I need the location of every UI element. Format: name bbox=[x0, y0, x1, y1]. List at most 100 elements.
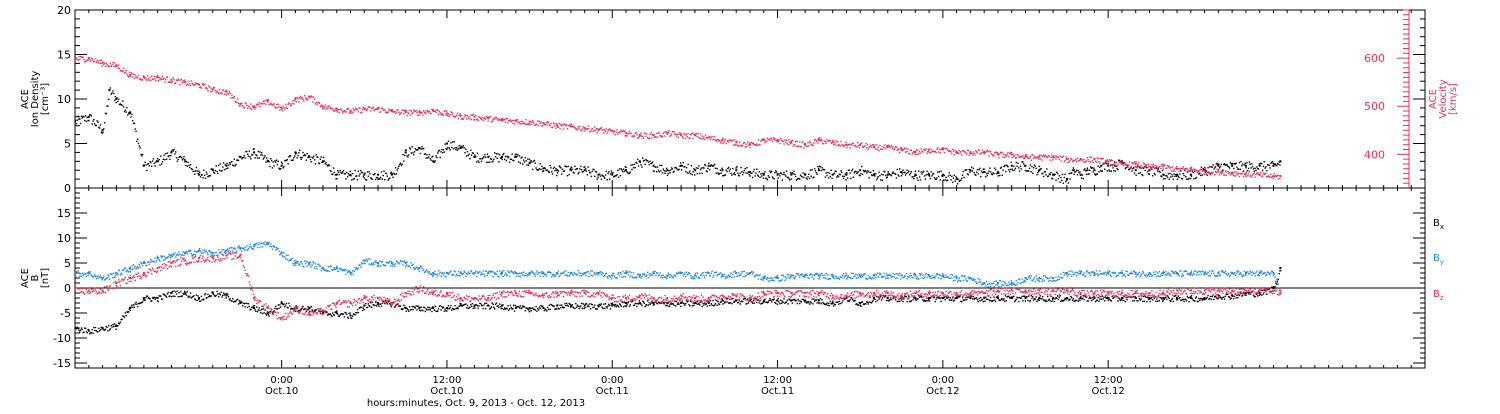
density-point bbox=[705, 165, 706, 166]
velocity-point bbox=[514, 123, 515, 124]
density-point bbox=[956, 177, 957, 178]
x-tick-label-time: 0:00 bbox=[270, 375, 292, 386]
density-point bbox=[879, 175, 880, 176]
velocity-point bbox=[764, 142, 765, 143]
density-point bbox=[244, 157, 245, 158]
density-point bbox=[364, 172, 365, 173]
bx-point bbox=[530, 310, 531, 311]
velocity-point bbox=[1088, 159, 1089, 160]
velocity-point bbox=[161, 79, 162, 80]
bx-point bbox=[198, 299, 199, 300]
density-point bbox=[310, 159, 311, 160]
bx-point bbox=[242, 305, 243, 306]
bx-point bbox=[584, 305, 586, 307]
bx-point bbox=[409, 306, 410, 307]
density-point bbox=[379, 179, 380, 180]
bx-point bbox=[977, 299, 978, 300]
velocity-point bbox=[950, 151, 951, 152]
bx-point bbox=[255, 311, 256, 312]
velocity-point bbox=[926, 148, 927, 149]
bx-point bbox=[882, 297, 883, 298]
density-point bbox=[912, 176, 913, 177]
density-point bbox=[1015, 168, 1016, 169]
density-point bbox=[778, 173, 779, 174]
density-point bbox=[759, 171, 760, 172]
density-point bbox=[1002, 174, 1003, 175]
velocity-point bbox=[228, 93, 229, 94]
density-point bbox=[131, 114, 132, 115]
velocity-point bbox=[303, 100, 304, 101]
density-point bbox=[1264, 167, 1265, 168]
density-point bbox=[1178, 175, 1179, 176]
bx-point bbox=[92, 329, 93, 330]
density-point bbox=[144, 164, 145, 165]
velocity-point bbox=[987, 150, 988, 151]
bx-point bbox=[111, 325, 112, 326]
density-point bbox=[320, 159, 321, 160]
velocity-point bbox=[999, 153, 1000, 154]
bx-point bbox=[302, 306, 303, 307]
bx-point bbox=[518, 306, 519, 307]
bx-point bbox=[151, 300, 152, 301]
velocity-point bbox=[1107, 164, 1108, 165]
density-point bbox=[958, 179, 959, 180]
velocity-point bbox=[1245, 174, 1246, 175]
velocity-point bbox=[291, 104, 292, 105]
density-point bbox=[1062, 174, 1063, 175]
density-point bbox=[1264, 161, 1265, 162]
bx-point bbox=[892, 298, 893, 299]
velocity-point bbox=[140, 78, 141, 79]
density-point bbox=[641, 166, 642, 167]
density-point bbox=[630, 164, 631, 165]
density-point bbox=[183, 156, 184, 157]
density-point bbox=[287, 159, 288, 160]
density-point bbox=[752, 177, 753, 178]
density-point bbox=[324, 160, 325, 161]
bx-point bbox=[94, 330, 95, 331]
density-point bbox=[349, 171, 350, 172]
bx-point bbox=[519, 307, 520, 308]
bx-point bbox=[268, 314, 269, 315]
bx-point bbox=[144, 299, 145, 300]
velocity-point bbox=[158, 80, 159, 81]
velocity-point bbox=[578, 126, 579, 127]
density-point bbox=[518, 161, 519, 162]
bx-point bbox=[559, 308, 560, 309]
velocity-point bbox=[922, 151, 923, 152]
velocity-point bbox=[659, 135, 660, 136]
velocity-point bbox=[170, 79, 172, 81]
density-point bbox=[377, 174, 379, 176]
density-point bbox=[344, 173, 345, 174]
velocity-point bbox=[296, 101, 297, 102]
bx-point bbox=[334, 314, 335, 315]
velocity-point bbox=[463, 118, 464, 119]
density-point bbox=[177, 161, 178, 162]
density-point bbox=[392, 173, 393, 174]
bx-point bbox=[406, 311, 407, 312]
velocity-point bbox=[894, 148, 895, 149]
density-point bbox=[790, 172, 791, 173]
bx-point bbox=[256, 306, 257, 307]
density-point bbox=[908, 170, 909, 171]
velocity-point bbox=[94, 61, 95, 62]
bx-point bbox=[384, 303, 385, 304]
velocity-point bbox=[354, 109, 355, 110]
velocity-point bbox=[926, 153, 927, 154]
bx-point bbox=[984, 301, 985, 302]
density-point bbox=[247, 154, 248, 155]
velocity-point bbox=[310, 97, 311, 98]
density-point bbox=[429, 154, 430, 155]
velocity-point bbox=[885, 148, 886, 149]
velocity-point bbox=[1270, 174, 1271, 175]
bx-point bbox=[997, 295, 998, 296]
velocity-point bbox=[1162, 163, 1163, 164]
velocity-point bbox=[1115, 165, 1116, 166]
bx-point bbox=[510, 305, 511, 306]
velocity-point bbox=[1038, 158, 1039, 159]
density-point bbox=[381, 171, 382, 172]
density-point bbox=[951, 176, 952, 177]
density-point bbox=[896, 177, 897, 178]
velocity-point bbox=[987, 151, 988, 152]
density-point bbox=[497, 158, 498, 159]
